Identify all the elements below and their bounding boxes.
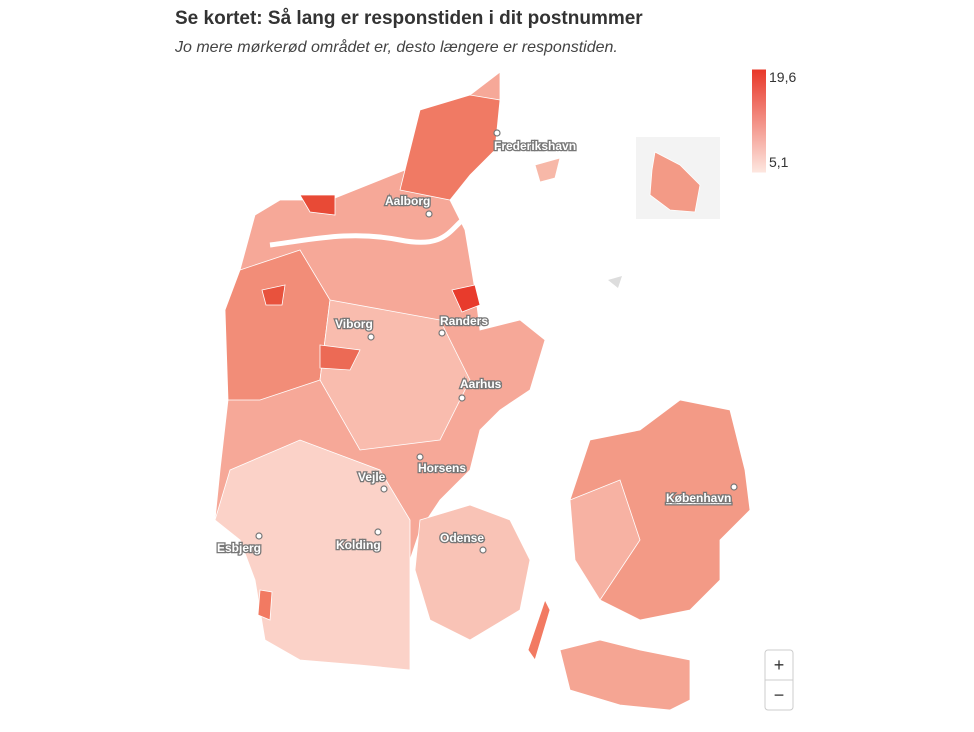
zealand-west xyxy=(569,479,641,601)
city-label: Vejle xyxy=(358,470,386,484)
zoom-control: + − xyxy=(764,649,794,711)
subtitle: Jo mere mørkerød området er, desto længe… xyxy=(174,38,618,56)
zoom-out[interactable]: − xyxy=(774,685,785,705)
city-label: Randers xyxy=(440,314,488,328)
north-jutland xyxy=(399,94,501,201)
city-label: Horsens xyxy=(418,461,466,475)
city-label: Odense xyxy=(440,531,484,545)
city-dot xyxy=(374,528,382,536)
city-dot xyxy=(493,129,501,137)
regions xyxy=(214,71,751,711)
lolland-falster xyxy=(559,639,691,711)
limfjord xyxy=(269,212,472,248)
title: Se kortet: Så lang er responstiden i dit… xyxy=(175,8,643,29)
dark-area xyxy=(319,344,361,371)
laeso xyxy=(534,157,561,183)
city-label: Esbjerg xyxy=(217,541,261,555)
city-label: Kolding xyxy=(336,538,381,552)
city-dot xyxy=(438,329,446,337)
city-dot xyxy=(380,485,388,493)
city-label: Viborg xyxy=(335,317,373,331)
zoom-in[interactable]: + xyxy=(774,655,785,675)
city-label: Aarhus xyxy=(460,377,502,391)
west-jutland xyxy=(224,249,331,401)
city-dot xyxy=(458,394,466,402)
als xyxy=(257,589,273,621)
city-dot xyxy=(730,483,738,491)
dark-area xyxy=(451,284,481,313)
langeland xyxy=(527,598,551,661)
city-dot xyxy=(367,333,375,341)
funen xyxy=(414,504,531,641)
mid-jutland xyxy=(319,299,471,451)
anholt xyxy=(608,276,622,288)
dark-area xyxy=(299,194,336,216)
bornholm xyxy=(649,151,701,213)
legend-gradient xyxy=(752,70,766,172)
legend-min-label: 5,1 xyxy=(769,154,789,170)
city-labels: Frederikshavn Aalborg Viborg Randers Aar… xyxy=(216,129,738,556)
dark-area xyxy=(261,284,286,306)
city-label: Frederikshavn xyxy=(494,139,576,153)
city-label: København xyxy=(666,491,731,505)
legend: 19,6 5,1 xyxy=(752,69,796,173)
city-label: Aalborg xyxy=(385,194,430,208)
city-dot xyxy=(416,453,424,461)
city-dot xyxy=(425,210,433,218)
city-dot xyxy=(479,546,487,554)
city-dot xyxy=(255,532,263,540)
legend-max-label: 19,6 xyxy=(769,69,796,85)
